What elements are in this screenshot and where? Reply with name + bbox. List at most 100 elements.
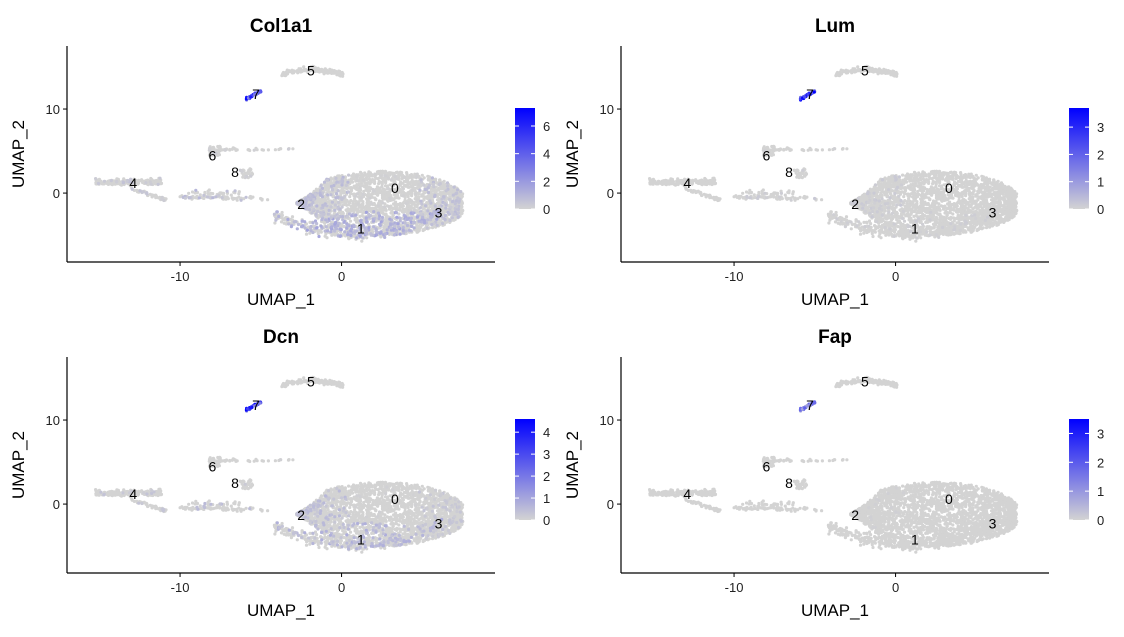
cell-point — [340, 196, 344, 200]
cell-point — [459, 190, 463, 194]
cell-point — [237, 190, 241, 194]
cell-point — [325, 185, 329, 189]
cell-point — [411, 221, 415, 225]
cell-point — [449, 205, 453, 209]
cell-point — [109, 182, 113, 186]
cell-point — [420, 173, 424, 177]
cell-point — [355, 236, 359, 240]
cell-point — [341, 215, 345, 219]
cell-point — [980, 186, 984, 190]
cell-point — [430, 226, 435, 230]
cell-point — [286, 147, 291, 151]
cell-point — [371, 187, 375, 192]
cell-point — [379, 188, 383, 192]
cell-point — [314, 193, 318, 197]
cell-points — [648, 64, 1019, 243]
cell-point — [99, 179, 103, 183]
cell-point — [413, 187, 417, 192]
cell-point — [322, 203, 326, 207]
cell-point — [360, 239, 364, 243]
cell-point — [294, 220, 298, 224]
cell-point — [401, 228, 405, 232]
cell-point — [287, 222, 291, 226]
cell-point — [328, 71, 332, 75]
cell-point — [341, 179, 345, 183]
cell-point — [198, 193, 202, 197]
cell-point — [375, 185, 379, 189]
cell-point — [330, 225, 334, 229]
cell-point — [304, 232, 309, 236]
cell-point — [331, 188, 335, 192]
panel-title: Lum — [815, 16, 855, 37]
cell-point — [273, 148, 277, 152]
cell-point — [406, 201, 410, 205]
cell-point — [443, 217, 447, 222]
cluster-label-0: 0 — [391, 180, 399, 196]
cell-point — [218, 145, 222, 149]
cell-point — [320, 218, 324, 222]
cell-point — [349, 207, 353, 211]
cell-point — [145, 191, 149, 195]
cell-point — [381, 201, 385, 205]
cell-point — [125, 179, 129, 183]
cell-point — [266, 148, 270, 152]
cell-point — [347, 212, 352, 216]
cell-point — [346, 180, 350, 184]
cell-point — [429, 195, 433, 199]
cell-point — [419, 211, 423, 215]
cluster-label-2: 2 — [297, 196, 305, 212]
cell-point — [456, 211, 461, 215]
cell-point — [329, 193, 333, 197]
cell-point — [334, 220, 338, 224]
cell-point — [359, 195, 363, 200]
cell-point — [160, 197, 164, 201]
cell-point — [325, 204, 329, 208]
cell-point — [451, 199, 455, 203]
cell-point — [392, 233, 396, 237]
cell-point — [363, 207, 367, 211]
cell-point — [420, 220, 424, 224]
cell-point — [417, 192, 421, 196]
cell-point — [363, 171, 367, 175]
cell-point — [376, 211, 380, 215]
cell-point — [322, 180, 327, 184]
cell-point — [250, 171, 254, 175]
cell-point — [409, 211, 413, 215]
cell-point — [407, 228, 411, 232]
cell-point — [154, 196, 158, 200]
cell-point — [376, 171, 380, 175]
cell-point — [451, 193, 455, 197]
cell-point — [300, 225, 304, 229]
cell-point — [205, 195, 209, 199]
cell-point — [280, 210, 284, 215]
cell-point — [405, 217, 409, 221]
cell-point — [367, 226, 371, 230]
cell-point — [336, 200, 341, 205]
cell-point — [423, 221, 427, 225]
cell-point — [412, 208, 417, 212]
cell-point — [426, 209, 430, 213]
cell-point — [335, 217, 339, 221]
cell-point — [344, 183, 348, 187]
cell-point — [316, 232, 320, 236]
cell-point — [402, 175, 406, 179]
cell-point — [325, 178, 329, 182]
cell-point — [395, 203, 399, 207]
cell-point — [435, 223, 439, 227]
colorbar — [515, 108, 535, 209]
cell-point — [378, 223, 382, 227]
cell-point — [453, 212, 457, 216]
cell-point — [431, 182, 435, 186]
cell-point — [334, 176, 338, 180]
cell-point — [249, 174, 253, 178]
cell-point — [443, 201, 447, 205]
cell-point — [389, 226, 393, 230]
cell-point — [244, 175, 248, 179]
cell-point — [346, 224, 350, 228]
cell-point — [338, 207, 342, 211]
x-axis-title: UMAP_1 — [247, 290, 315, 309]
cell-point — [383, 174, 387, 178]
cell-point — [430, 212, 434, 216]
